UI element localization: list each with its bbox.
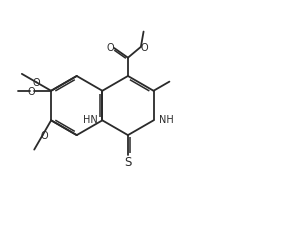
Text: S: S: [124, 155, 132, 168]
Text: NH: NH: [158, 114, 173, 124]
Text: O: O: [33, 78, 40, 88]
Text: O: O: [140, 43, 148, 53]
Text: HN: HN: [83, 114, 97, 124]
Text: O: O: [107, 42, 115, 52]
Text: O: O: [28, 86, 35, 96]
Text: O: O: [40, 130, 48, 140]
